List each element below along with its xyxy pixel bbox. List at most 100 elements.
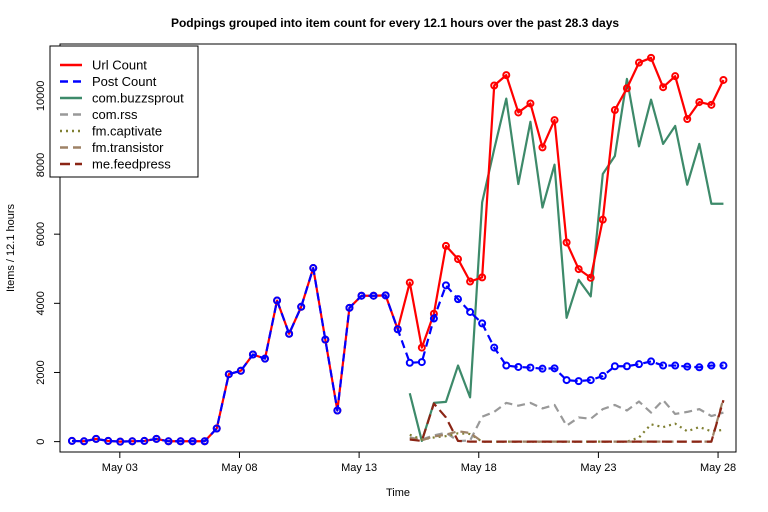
data-point	[610, 362, 619, 371]
data-point	[67, 436, 76, 445]
data-point	[490, 81, 499, 90]
data-point	[490, 343, 499, 352]
data-point	[236, 366, 245, 375]
data-point	[671, 72, 680, 81]
data-point	[659, 83, 668, 92]
data-point	[152, 434, 161, 443]
data-point	[417, 358, 426, 367]
data-point	[598, 215, 607, 224]
data-point	[719, 75, 728, 84]
data-point	[393, 325, 402, 334]
y-tick-label: 6000	[35, 222, 47, 246]
data-point	[514, 108, 523, 117]
y-tick-label: 0	[35, 439, 47, 445]
data-point	[574, 265, 583, 274]
legend-label: me.feedpress	[92, 157, 171, 172]
data-point	[333, 406, 342, 415]
data-point	[634, 360, 643, 369]
y-tick-label: 4000	[35, 291, 47, 315]
series-layer	[67, 53, 728, 446]
series-post-count	[67, 264, 728, 446]
data-point	[707, 361, 716, 370]
data-point	[466, 277, 475, 286]
data-point	[441, 281, 450, 290]
data-point	[285, 329, 294, 338]
data-point	[683, 362, 692, 371]
data-point	[224, 370, 233, 379]
data-point	[538, 143, 547, 152]
data-point	[707, 100, 716, 109]
x-tick-label: May 28	[700, 462, 736, 474]
data-point	[321, 335, 330, 344]
legend-label: Url Count	[92, 58, 147, 73]
data-point	[441, 241, 450, 250]
data-point	[92, 434, 101, 443]
data-point	[200, 437, 209, 446]
x-axis-label: Time	[386, 487, 410, 499]
data-point	[695, 363, 704, 372]
legend-label: com.rss	[92, 107, 138, 122]
data-point	[622, 362, 631, 371]
data-point	[140, 436, 149, 445]
data-point	[80, 437, 89, 446]
data-point	[526, 99, 535, 108]
data-point	[610, 106, 619, 115]
data-point	[297, 302, 306, 311]
x-tick-label: May 23	[580, 462, 616, 474]
data-point	[405, 278, 414, 287]
data-point	[381, 291, 390, 300]
chart-title: Podpings grouped into item count for eve…	[171, 16, 619, 30]
data-point	[128, 437, 137, 446]
data-point	[586, 376, 595, 385]
data-point	[574, 377, 583, 386]
data-point	[417, 343, 426, 352]
data-point	[671, 361, 680, 370]
data-point	[116, 437, 125, 446]
plot-frame	[59, 43, 737, 453]
data-point	[260, 354, 269, 363]
series-fm-transistor	[409, 398, 725, 443]
y-tick-label: 10000	[35, 81, 47, 112]
data-point	[188, 437, 197, 446]
data-point	[586, 273, 595, 282]
y-axis-label: Items / 12.1 hours	[5, 203, 17, 292]
data-point	[647, 357, 656, 366]
data-point	[514, 362, 523, 371]
data-point	[454, 295, 463, 304]
data-point	[526, 363, 535, 372]
data-point	[248, 350, 257, 359]
data-point	[683, 115, 692, 124]
data-point	[647, 53, 656, 62]
data-point	[719, 361, 728, 370]
data-point	[478, 319, 487, 328]
data-point	[405, 358, 414, 367]
data-point	[309, 264, 318, 273]
data-point	[212, 424, 221, 433]
series-me-feedpress	[409, 399, 725, 443]
series-com-buzzsprout	[408, 77, 724, 443]
data-point	[538, 364, 547, 373]
legend-label: Post Count	[92, 74, 157, 89]
data-point	[466, 307, 475, 316]
legend-label: fm.captivate	[92, 124, 162, 139]
series-line	[71, 266, 724, 443]
data-point	[345, 303, 354, 312]
data-point	[562, 238, 571, 247]
data-point	[273, 296, 282, 305]
data-point	[454, 255, 463, 264]
x-axis: May 03 May 08 May 13 May 18 May 23 May 28	[102, 452, 736, 474]
data-point	[598, 371, 607, 380]
series-line	[408, 77, 724, 443]
data-point	[695, 98, 704, 107]
data-point	[502, 71, 511, 80]
data-point	[550, 364, 559, 373]
series-line	[409, 399, 725, 443]
data-point	[357, 291, 366, 300]
x-tick-label: May 13	[341, 462, 377, 474]
data-point	[502, 361, 511, 370]
series-line	[409, 398, 725, 443]
data-point	[164, 437, 173, 446]
data-point	[104, 436, 113, 445]
